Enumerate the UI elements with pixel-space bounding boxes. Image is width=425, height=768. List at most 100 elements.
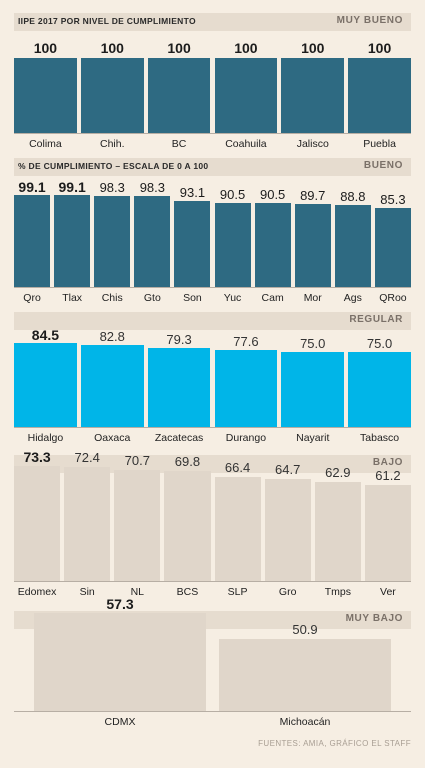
bar	[264, 479, 311, 581]
bar	[334, 205, 371, 287]
category-label: Edomex	[17, 586, 57, 598]
chart-title: IIPE 2017 POR NIVEL DE CUMPLIMIENTO	[18, 16, 196, 26]
data-label: 88.8	[340, 189, 366, 204]
section-header-muy-bueno: IIPE 2017 POR NIVEL DE CUMPLIMIENTO MUY B…	[14, 13, 411, 31]
bar	[214, 58, 278, 133]
bar	[14, 466, 61, 581]
data-label: 100	[367, 40, 392, 56]
category-label: Puebla	[363, 138, 396, 150]
section-header-regular: REGULAR	[14, 312, 411, 330]
bar	[164, 471, 211, 581]
bar	[281, 352, 345, 427]
axis-baseline	[14, 581, 411, 582]
bar	[14, 343, 77, 427]
bar	[214, 350, 278, 427]
category-label: Colima	[29, 138, 62, 150]
chart-title: % DE CUMPLIMIENTO – ESCALA DE 0 A 100	[18, 161, 209, 171]
category-label: Son	[183, 292, 202, 304]
bar	[374, 208, 411, 287]
section-header-bajo: BAJO	[14, 455, 411, 473]
data-label: 69.8	[174, 454, 201, 469]
category-label: Yuc	[223, 292, 242, 304]
category-label: Michoacán	[279, 716, 331, 728]
category-label: Chis	[101, 292, 123, 304]
data-label: 93.1	[179, 185, 206, 200]
bar	[64, 467, 111, 581]
data-label: 62.9	[325, 465, 351, 480]
bar	[34, 613, 206, 711]
bar	[314, 482, 361, 581]
data-label: 100	[301, 40, 325, 56]
data-label: 73.3	[23, 449, 51, 465]
category-label: Ags	[343, 292, 362, 304]
bar	[214, 203, 251, 287]
bar	[14, 58, 77, 133]
category-label: Tabasco	[360, 432, 400, 444]
category-label: QRoo	[379, 292, 407, 304]
axis-baseline	[14, 711, 411, 712]
level-label: MUY BAJO	[345, 613, 403, 624]
category-label: Gro	[278, 586, 297, 598]
axis-baseline	[14, 133, 411, 134]
category-label: Tmps	[324, 586, 351, 598]
bar	[54, 195, 91, 287]
category-label: Mor	[303, 292, 322, 304]
bar	[147, 348, 211, 427]
data-label: 72.4	[74, 450, 100, 465]
data-label: 82.8	[99, 329, 125, 344]
data-label: 100	[33, 40, 58, 56]
bar	[147, 58, 211, 133]
data-label: 66.4	[224, 460, 251, 475]
data-label: 90.5	[259, 187, 286, 202]
bar	[254, 203, 291, 287]
axis-baseline	[14, 427, 411, 428]
category-label: BC	[171, 138, 187, 150]
bar	[294, 204, 331, 287]
bar	[14, 195, 51, 287]
data-label: 100	[100, 40, 124, 56]
bar	[94, 196, 131, 287]
data-label: 100	[234, 40, 258, 56]
level-label: REGULAR	[349, 314, 403, 325]
bar	[348, 58, 411, 133]
bar	[114, 470, 161, 581]
category-label: Durango	[225, 432, 267, 444]
data-label: 77.6	[233, 334, 259, 349]
category-label: Ver	[380, 586, 396, 598]
category-label: Zacatecas	[154, 432, 204, 444]
data-label: 57.3	[106, 596, 134, 612]
category-label: Hidalgo	[27, 432, 64, 444]
data-label: 100	[167, 40, 191, 56]
data-label: 84.5	[31, 327, 60, 343]
bar	[281, 58, 345, 133]
category-label: CDMX	[104, 716, 136, 728]
category-label: Coahuila	[225, 138, 267, 150]
data-label: 70.7	[124, 453, 150, 468]
data-label: 98.3	[139, 180, 165, 195]
level-label: MUY BUENO	[336, 15, 403, 26]
data-label: 75.0	[366, 336, 393, 351]
bar	[219, 639, 391, 711]
category-label: NL	[130, 586, 145, 598]
bar	[348, 352, 411, 427]
category-label: Oaxaca	[94, 432, 131, 444]
bar	[134, 196, 171, 287]
category-label: SLP	[227, 586, 248, 598]
bar	[80, 58, 144, 133]
section-header-bueno: % DE CUMPLIMIENTO – ESCALA DE 0 A 100 BUE…	[14, 158, 411, 176]
category-label: Gto	[143, 292, 161, 304]
data-label: 64.7	[275, 462, 301, 477]
data-label: 75.0	[300, 336, 326, 351]
level-label: BAJO	[372, 457, 403, 468]
bar	[174, 201, 211, 287]
source-note: FUENTES: AMIA, GRÁFICO EL STAFF	[258, 739, 411, 748]
category-label: BCS	[176, 586, 199, 598]
category-label: Chih.	[99, 138, 125, 150]
data-label: 99.1	[58, 179, 86, 195]
data-label: 98.3	[99, 180, 125, 195]
level-label: BUENO	[363, 160, 403, 171]
data-label: 90.5	[219, 187, 246, 202]
data-label: 79.3	[166, 332, 192, 347]
category-label: Tlax	[62, 292, 83, 304]
category-label: Qro	[23, 292, 41, 304]
